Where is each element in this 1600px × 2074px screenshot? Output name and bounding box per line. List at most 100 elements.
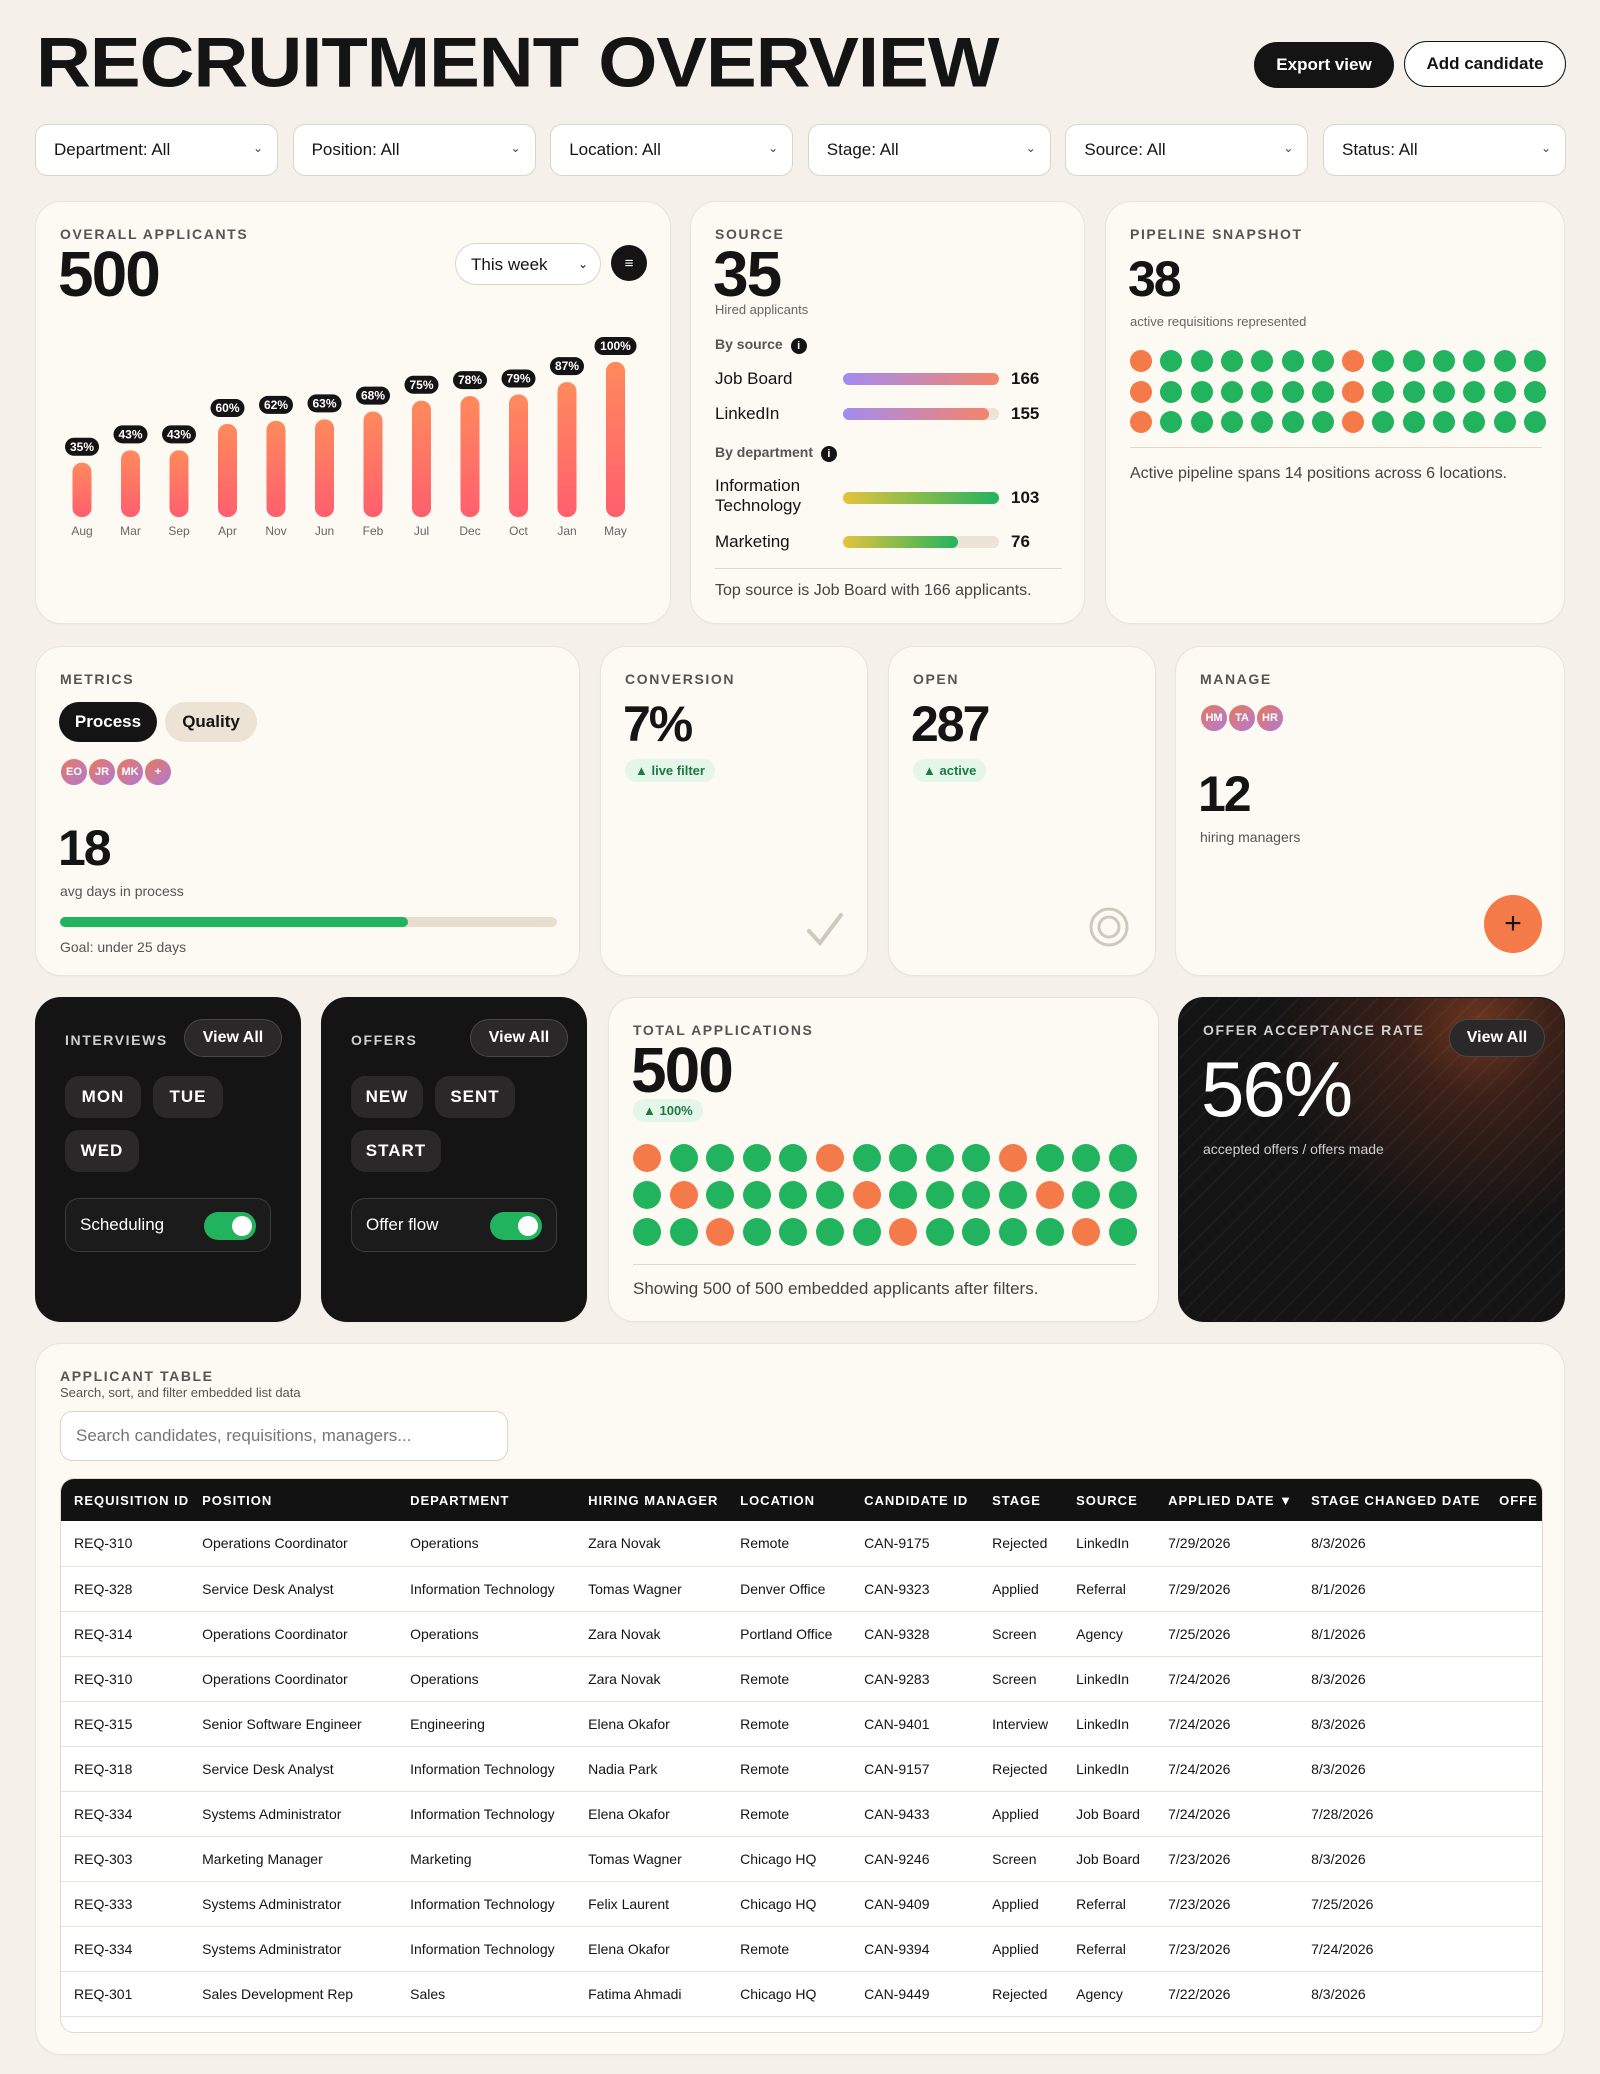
day-chip-mon[interactable]: MON — [65, 1076, 141, 1118]
plus-icon[interactable]: + — [1484, 895, 1542, 953]
table-cell: REQ-333 — [61, 1881, 190, 1927]
table-cell: Job Board — [1063, 1791, 1156, 1837]
data-label-bg — [356, 386, 390, 405]
column-header[interactable]: OFFE — [1486, 1479, 1542, 1521]
table-cell: Operations — [397, 1611, 576, 1657]
column-header[interactable]: STAGE — [979, 1479, 1064, 1521]
table-cell: Zara Novak — [575, 1611, 728, 1657]
day-chip-wed[interactable]: WED — [65, 1130, 139, 1172]
table-row[interactable]: REQ-315 Senior Software Engineer Engineeri… — [61, 1701, 1542, 1747]
status-dot — [999, 1144, 1027, 1172]
table-cell: Applied — [979, 1926, 1064, 1972]
table-cell: Agency — [1063, 1611, 1156, 1657]
column-header[interactable]: REQUISITION ID — [61, 1479, 190, 1521]
table-wrapper: REQUISITION ID POSITION DEPARTMENT HIRING M… — [60, 1478, 1543, 2033]
column-header[interactable]: LOCATION — [727, 1479, 852, 1521]
status-dot — [779, 1144, 808, 1172]
data-label-bg — [162, 425, 196, 444]
open-card: OPEN 287 ▲ active — [888, 646, 1156, 976]
table-row[interactable]: REQ-334 Systems Administrator Information … — [61, 1791, 1542, 1837]
table-cell: Rejected — [979, 1521, 1064, 1567]
scheduling-toggle[interactable] — [204, 1212, 256, 1240]
avatar[interactable]: + — [143, 757, 173, 787]
avatar[interactable]: MK — [115, 757, 145, 787]
info-icon[interactable]: i — [790, 338, 807, 354]
info-icon[interactable]: i — [820, 446, 837, 462]
avatar[interactable]: TA — [1227, 703, 1257, 733]
avatar[interactable]: HM — [1199, 703, 1229, 733]
status-dot — [1035, 1218, 1064, 1246]
data-label: 43% — [118, 427, 142, 441]
table-search-input[interactable] — [60, 1411, 508, 1461]
column-header[interactable]: HIRING MANAGER — [575, 1479, 728, 1521]
offer-state-chip-start[interactable]: START — [351, 1130, 441, 1172]
filter-select-5[interactable]: Status: All ⌄ — [1323, 124, 1566, 176]
table-cell: Information Technology — [397, 1926, 576, 1972]
source-bar-fill — [843, 492, 999, 504]
add-candidate-button[interactable]: Add candidate — [1404, 41, 1566, 87]
table-cell — [1486, 1521, 1542, 1567]
table-cell: CAN-9157 — [851, 1746, 980, 1792]
filter-select-4[interactable]: Source: All ⌄ — [1065, 124, 1309, 176]
avatar[interactable]: JR — [87, 757, 117, 787]
conversion-value: 7% — [623, 696, 693, 752]
tab-process[interactable]: Process — [59, 702, 157, 742]
table-row[interactable]: REQ-328 Service Desk Analyst Information T… — [61, 1566, 1542, 1612]
offer-state-chip-sent[interactable]: SENT — [435, 1076, 515, 1118]
table-cell: Marketing — [397, 1836, 576, 1882]
status-dot — [1160, 380, 1183, 403]
column-header[interactable]: STAGE CHANGED DATE — [1298, 1479, 1487, 1521]
table-row[interactable]: REQ-310 Operations Coordinator Operations Z… — [61, 1656, 1542, 1702]
data-label-bg — [65, 437, 99, 456]
table-cell: 7/22/2026 — [1155, 1971, 1299, 2017]
table-row[interactable]: REQ-303 Marketing Manager Marketing Tomas W… — [61, 1836, 1542, 1882]
avatar[interactable]: EO — [59, 757, 89, 787]
column-header[interactable]: SOURCE — [1063, 1479, 1156, 1521]
period-select[interactable]: This week ⌄ — [455, 243, 601, 285]
table-row[interactable]: REQ-301 Sales Development Rep Sales Fatima … — [61, 1971, 1542, 2017]
status-dot — [1433, 380, 1455, 403]
filter-select-0[interactable]: Department: All ⌄ — [35, 124, 278, 176]
open-label: OPEN — [913, 671, 960, 687]
table-cell — [1486, 1881, 1542, 1927]
column-header[interactable]: DEPARTMENT — [397, 1479, 576, 1521]
table-row[interactable]: REQ-318 Service Desk Analyst Information T… — [61, 1746, 1542, 1792]
export-view-button[interactable]: Export view — [1254, 42, 1394, 88]
table-cell: Elena Okafor — [575, 1791, 728, 1837]
table-cell: LinkedIn — [1063, 1746, 1156, 1792]
table-cell — [1486, 1656, 1542, 1702]
filter-select-1[interactable]: Position: All ⌄ — [292, 124, 536, 176]
table-cell: Fatima Ahmadi — [575, 1971, 728, 2017]
status-dot — [1281, 350, 1304, 372]
status-dot — [1130, 411, 1152, 433]
table-cell: Felix Laurent — [575, 1881, 728, 1927]
status-dot — [1035, 1181, 1064, 1209]
table-row[interactable]: REQ-334 Systems Administrator Information … — [61, 1926, 1542, 1972]
menu-icon[interactable]: ≡ — [611, 245, 647, 281]
column-header[interactable]: CANDIDATE ID — [851, 1479, 980, 1521]
chevron-down-icon: ⌄ — [577, 257, 588, 271]
table-cell: Rejected — [979, 1746, 1064, 1792]
table-cell: Engineering — [397, 1701, 576, 1747]
tab-quality[interactable]: Quality — [165, 702, 257, 742]
table-cell: 7/28/2026 — [1298, 1791, 1487, 1837]
table-row[interactable]: REQ-333 Systems Administrator Information … — [61, 1881, 1542, 1927]
view-all-offers-button[interactable]: View All — [470, 1019, 568, 1057]
bar-mar — [121, 450, 140, 517]
status-dot — [1281, 411, 1304, 433]
column-header[interactable]: POSITION — [189, 1479, 398, 1521]
table-row[interactable]: REQ-314 Operations Coordinator Operations Z… — [61, 1611, 1542, 1657]
offer-flow-toggle[interactable] — [490, 1212, 542, 1240]
table-row[interactable]: REQ-310 Operations Coordinator Operations Z… — [61, 1521, 1542, 1567]
column-header[interactable]: APPLIED DATE ▼ — [1155, 1479, 1299, 1521]
view-all-interviews-button[interactable]: View All — [184, 1019, 282, 1057]
data-label-bg — [113, 425, 148, 444]
status-dot — [1493, 380, 1516, 403]
filter-select-3[interactable]: Stage: All ⌄ — [807, 124, 1051, 176]
filter-select-2[interactable]: Location: All ⌄ — [550, 124, 794, 176]
table-cell: Elena Okafor — [575, 1701, 728, 1747]
avatar[interactable]: HR — [1255, 703, 1285, 733]
day-chip-tue[interactable]: TUE — [153, 1076, 223, 1118]
view-all-acceptance-button[interactable]: View All — [1449, 1019, 1545, 1057]
offer-state-chip-new[interactable]: NEW — [351, 1076, 423, 1118]
